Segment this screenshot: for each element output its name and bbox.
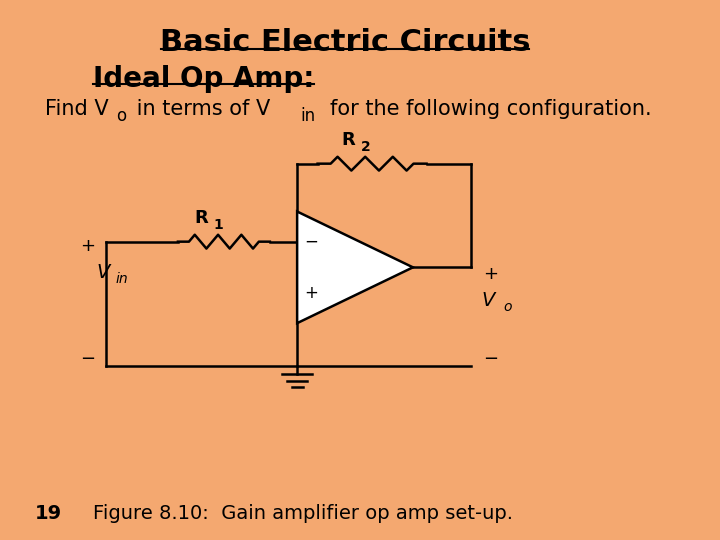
Text: −: − [304,233,318,251]
Text: in: in [115,272,127,286]
Text: V: V [481,291,495,310]
Text: Figure 8.10:  Gain amplifier op amp set-up.: Figure 8.10: Gain amplifier op amp set-u… [93,504,513,523]
Text: in terms of V: in terms of V [130,99,271,119]
Text: −: − [80,350,95,368]
Text: R: R [341,131,355,149]
Text: V: V [96,263,109,282]
Text: o: o [117,107,127,125]
Text: +: + [80,237,95,255]
Text: R: R [195,209,209,227]
Text: for the following configuration.: for the following configuration. [330,99,652,119]
Text: o: o [503,300,511,314]
Text: 1: 1 [214,218,224,232]
Text: +: + [483,265,498,283]
Text: 2: 2 [361,140,370,154]
Text: +: + [304,284,318,302]
Text: Basic Electric Circuits: Basic Electric Circuits [160,28,530,57]
Text: Find V: Find V [45,99,109,119]
Text: in: in [300,107,315,125]
Text: Ideal Op Amp:: Ideal Op Amp: [93,65,314,93]
Text: −: − [483,350,498,368]
Text: 19: 19 [35,504,62,523]
Polygon shape [297,212,413,323]
